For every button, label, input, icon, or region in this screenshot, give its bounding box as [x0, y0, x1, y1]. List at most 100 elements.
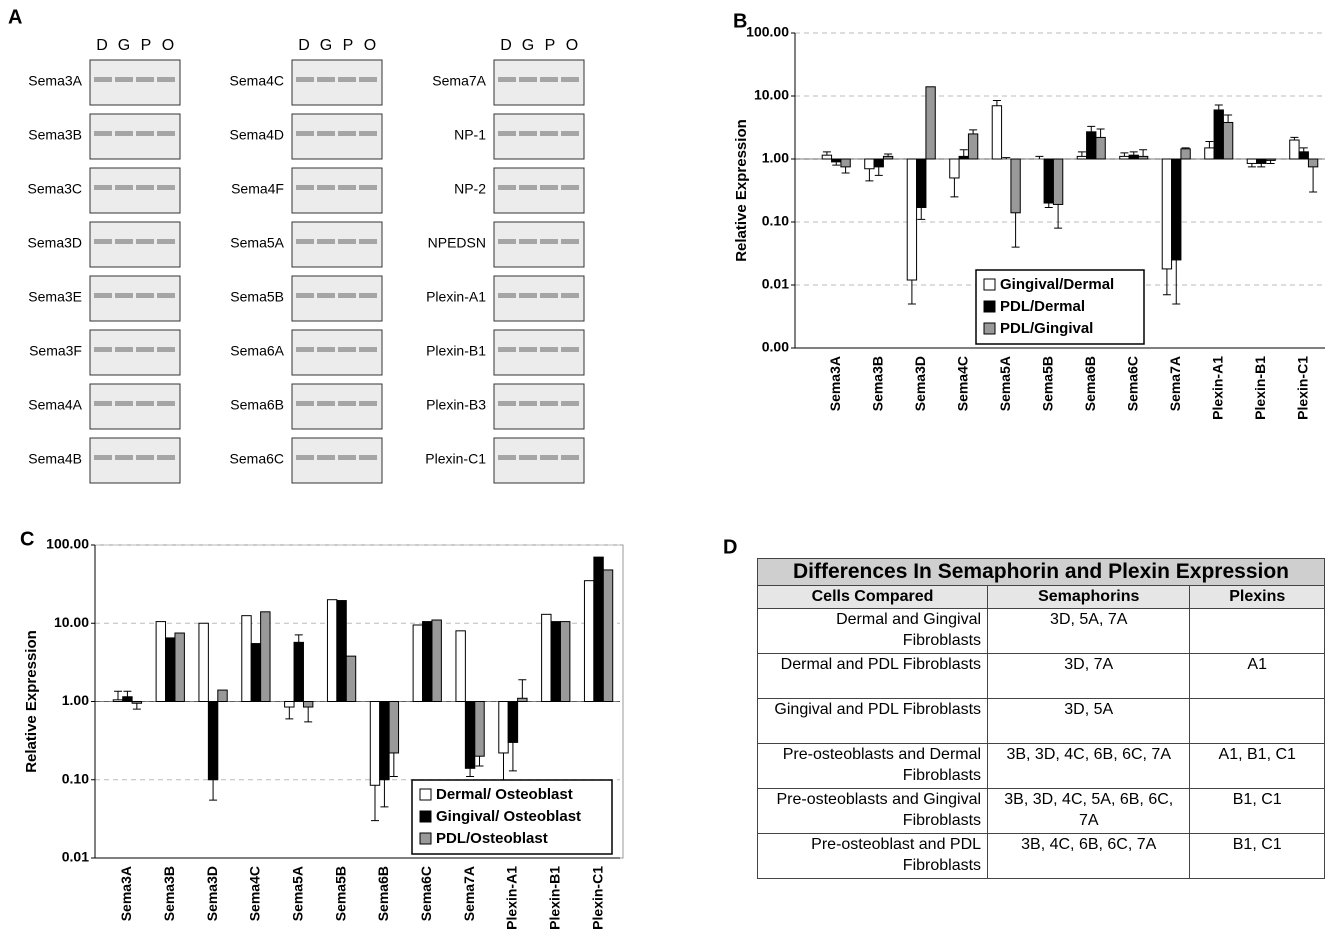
- y-tick-label: 0.10: [762, 213, 789, 229]
- gel-band: [338, 185, 356, 190]
- bar: [518, 698, 527, 701]
- gel-band: [359, 401, 377, 406]
- bar: [303, 702, 312, 708]
- table-cell: Dermal and PDL Fibroblasts: [758, 654, 988, 699]
- gel-box: [90, 60, 180, 105]
- legend-label: PDL/Osteoblast: [436, 830, 548, 847]
- gel-band: [498, 239, 516, 244]
- error-bar: [1309, 167, 1317, 192]
- error-bar: [371, 785, 379, 820]
- error-bar: [509, 742, 517, 770]
- gel-band: [540, 455, 558, 460]
- bar: [113, 700, 122, 702]
- gel-box: [494, 168, 584, 213]
- bar: [432, 620, 441, 701]
- gene-label: NP-1: [454, 127, 486, 143]
- bar: [285, 702, 294, 708]
- bar: [175, 633, 184, 701]
- gel-band: [136, 77, 154, 82]
- legend-swatch: [420, 811, 431, 822]
- error-bar: [1205, 141, 1213, 147]
- gel-band: [519, 239, 537, 244]
- table-cell: 3B, 3D, 4C, 6B, 6C, 7A: [988, 744, 1190, 789]
- lane-label: O: [566, 37, 578, 54]
- bar: [156, 622, 165, 702]
- gel-band: [296, 347, 314, 352]
- gel-band: [498, 293, 516, 298]
- gene-label: Sema3B: [28, 127, 82, 143]
- gel-box: [90, 276, 180, 321]
- x-tick-label: Sema3B: [869, 356, 885, 411]
- error-bar: [499, 753, 507, 783]
- gel-band: [157, 455, 175, 460]
- bar: [950, 159, 959, 178]
- x-tick-label: Plexin-C1: [1294, 356, 1310, 420]
- gene-label: Sema5A: [230, 235, 284, 251]
- bar: [1172, 159, 1181, 260]
- bar: [123, 697, 132, 702]
- bar: [242, 616, 251, 702]
- gel-box: [292, 384, 382, 429]
- gel-band: [115, 347, 133, 352]
- title: Differences In Semaphorin and Plexin Exp…: [758, 559, 1325, 586]
- gel-band: [540, 293, 558, 298]
- gel-band: [136, 347, 154, 352]
- error-bar: [842, 167, 850, 173]
- gel-band: [561, 239, 579, 244]
- gel-box: [90, 222, 180, 267]
- gene-label: NP-2: [454, 181, 486, 197]
- gel-band: [136, 131, 154, 136]
- table-cell: 3B, 4C, 6B, 6C, 7A: [988, 834, 1190, 879]
- table-cell: 3D, 7A: [988, 654, 1190, 699]
- gel-band: [136, 455, 154, 460]
- gel-band: [561, 401, 579, 406]
- y-tick-label: 10.00: [754, 87, 789, 103]
- gel-band: [317, 131, 335, 136]
- legend-label: PDL/Gingival: [1000, 320, 1093, 337]
- bar: [370, 702, 379, 786]
- table-row: Gingival and PDL Fibroblasts3D, 5A: [758, 699, 1325, 744]
- gel-box: [292, 438, 382, 483]
- x-tick-label: Sema7A: [1167, 356, 1183, 411]
- gel-band: [519, 77, 537, 82]
- error-bar: [1054, 204, 1062, 228]
- gel-box: [292, 330, 382, 375]
- bar: [199, 623, 208, 701]
- error-bar: [950, 178, 958, 197]
- y-tick-label: 0.01: [762, 276, 789, 292]
- error-bar: [1248, 163, 1256, 166]
- y-tick-label: 1.00: [62, 692, 89, 708]
- gel-band: [359, 185, 377, 190]
- x-tick-label: Sema3A: [118, 866, 134, 921]
- bar: [208, 702, 217, 780]
- gel-band: [296, 293, 314, 298]
- bar: [508, 702, 517, 743]
- bar: [1308, 159, 1317, 167]
- gel-band: [540, 401, 558, 406]
- gel-band: [498, 455, 516, 460]
- bar: [992, 106, 1001, 159]
- gel-band: [540, 347, 558, 352]
- gene-label: Sema3C: [28, 181, 82, 197]
- bar: [883, 156, 892, 159]
- gel-band: [94, 77, 112, 82]
- error-bar: [908, 280, 916, 304]
- bar: [1138, 156, 1147, 159]
- error-bar: [1012, 213, 1020, 247]
- gel-band: [317, 185, 335, 190]
- gel-band: [157, 185, 175, 190]
- error-bar: [960, 150, 968, 157]
- error-bar: [1215, 105, 1223, 110]
- gel-band: [296, 185, 314, 190]
- gel-band: [94, 239, 112, 244]
- bar: [594, 557, 603, 701]
- gel-band: [540, 239, 558, 244]
- bar: [917, 159, 926, 207]
- y-tick-label: 10.00: [54, 614, 89, 630]
- table-cell: B1, C1: [1190, 834, 1325, 879]
- table-cell: 3D, 5A, 7A: [988, 609, 1190, 654]
- gel-band: [157, 401, 175, 406]
- gene-label: Plexin-B3: [426, 397, 486, 413]
- bar: [337, 601, 346, 702]
- gene-label: Sema4B: [28, 451, 82, 467]
